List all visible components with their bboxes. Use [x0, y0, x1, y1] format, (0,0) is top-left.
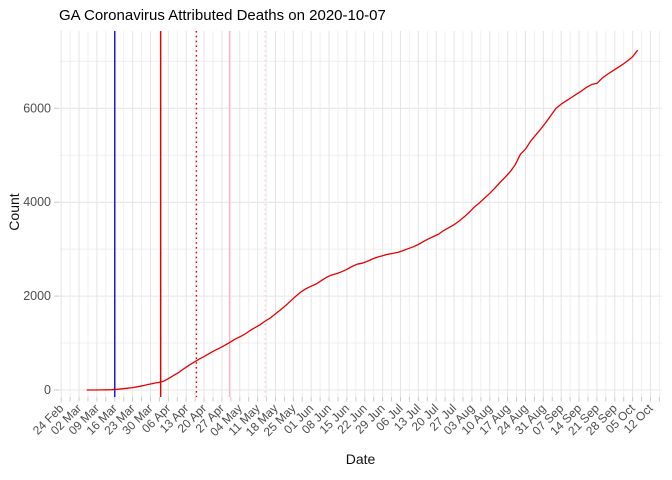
x-axis-title: Date: [345, 451, 376, 467]
chart-title: GA Coronavirus Attributed Deaths on 2020…: [59, 7, 386, 24]
y-tick-label: 2000: [23, 289, 51, 303]
y-tick-label: 6000: [23, 101, 51, 115]
y-axis-title: Count: [6, 193, 22, 231]
y-tick-label: 0: [44, 383, 51, 397]
series-line-cumulative-deaths: [86, 49, 639, 391]
y-tick-label: 4000: [23, 195, 51, 209]
